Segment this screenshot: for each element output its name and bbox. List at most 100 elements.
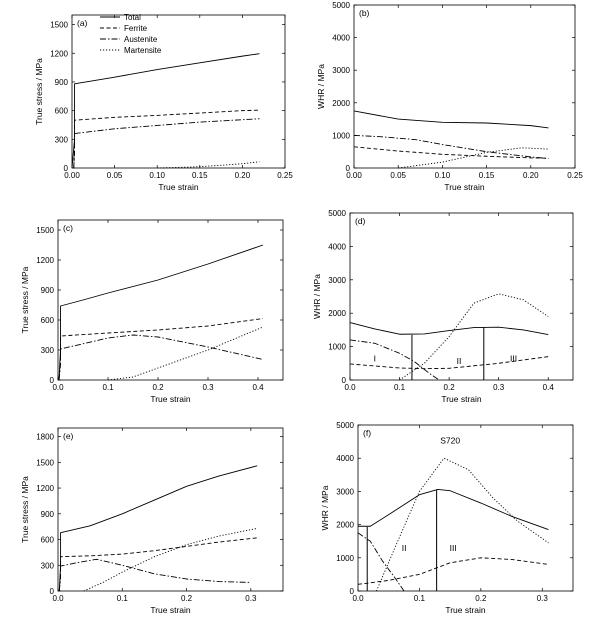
x-tick-label: 0.25 bbox=[567, 171, 583, 180]
series-line-ferrite bbox=[58, 537, 258, 592]
y-tick-label: 1800 bbox=[36, 433, 54, 442]
y-tick-label: 600 bbox=[41, 316, 55, 325]
series-line-martensite bbox=[157, 161, 260, 169]
y-axis-label: WHR / MPa bbox=[320, 485, 330, 530]
series-line-austenite bbox=[73, 118, 260, 169]
series-line-total bbox=[58, 465, 258, 592]
x-tick-label: 0.3 bbox=[537, 594, 549, 603]
x-axis-label: True strain bbox=[150, 394, 191, 404]
panel-d: 0.0 0.1 0.2 0.3 0.4 0 1000 2000 3000 4000 5000 True… bbox=[312, 209, 574, 404]
y-tick-label: 300 bbox=[55, 135, 69, 144]
series-line-ferrite bbox=[73, 109, 260, 169]
series-line-austenite bbox=[357, 532, 405, 592]
y-axis-label: True stress / MPa bbox=[20, 266, 30, 333]
annotation-label: III bbox=[510, 354, 517, 364]
panel-f: 0.0 0.1 0.2 0.3 0 1000 2000 3000 4000 5000 True st… bbox=[320, 421, 574, 615]
x-tick-label: 0.3 bbox=[202, 383, 214, 392]
y-tick-label: 4000 bbox=[332, 34, 350, 43]
annotation-label: I bbox=[374, 354, 376, 364]
y-tick-label: 900 bbox=[55, 78, 69, 87]
x-tick-label: 0.0 bbox=[52, 594, 64, 603]
x-tick-label: 0.2 bbox=[444, 383, 456, 392]
x-tick-label: 0.20 bbox=[523, 171, 539, 180]
x-tick-label: 0.2 bbox=[475, 594, 487, 603]
series-line-martensite bbox=[107, 326, 264, 381]
series-line-ferrite bbox=[58, 318, 264, 381]
x-tick-label: 0.00 bbox=[346, 171, 362, 180]
y-tick-label: 0 bbox=[64, 164, 69, 173]
y-axis-label: WHR / MPa bbox=[312, 274, 322, 319]
series-line-total bbox=[353, 110, 549, 129]
y-tick-label: 1500 bbox=[36, 226, 54, 235]
x-tick-label: 0.4 bbox=[252, 383, 264, 392]
plot-frame bbox=[57, 427, 284, 592]
y-tick-label: 900 bbox=[41, 286, 55, 295]
x-tick-label: 0.3 bbox=[245, 594, 257, 603]
x-tick-label: 0.00 bbox=[64, 171, 80, 180]
series-line-total bbox=[349, 322, 549, 336]
legend-label: Martensite bbox=[124, 46, 162, 55]
annotation-label: II bbox=[402, 543, 407, 553]
y-tick-label: 1000 bbox=[332, 131, 350, 140]
y-tick-label: 1500 bbox=[36, 458, 54, 467]
panel-label: (d) bbox=[355, 216, 366, 226]
x-tick-label: 0.25 bbox=[277, 171, 293, 180]
y-tick-label: 300 bbox=[41, 561, 55, 570]
y-tick-label: 5000 bbox=[328, 209, 346, 218]
y-tick-label: 1200 bbox=[50, 49, 68, 58]
y-tick-label: 0 bbox=[346, 164, 351, 173]
plot-frame bbox=[57, 219, 284, 381]
annotation-label: II bbox=[457, 356, 462, 366]
series-line-total bbox=[71, 53, 260, 169]
x-tick-label: 0.2 bbox=[152, 383, 164, 392]
y-tick-label: 3000 bbox=[336, 487, 354, 496]
x-tick-label: 0.1 bbox=[394, 383, 406, 392]
annotation-label: S720 bbox=[440, 435, 460, 445]
x-tick-label: 0.10 bbox=[149, 171, 165, 180]
y-tick-label: 0 bbox=[342, 376, 347, 385]
y-tick-label: 0 bbox=[50, 376, 55, 385]
y-tick-label: 600 bbox=[55, 107, 69, 116]
y-tick-label: 1000 bbox=[336, 554, 354, 563]
panel-b: 0.00 0.05 0.10 0.15 0.20 0.25 0 1000 2000 3000 400… bbox=[316, 1, 583, 192]
annotation-label: III bbox=[450, 543, 457, 553]
y-tick-label: 4000 bbox=[336, 454, 354, 463]
legend-label: Total bbox=[124, 13, 141, 22]
x-tick-label: 0.2 bbox=[181, 594, 193, 603]
x-tick-label: 0.20 bbox=[235, 171, 251, 180]
plot-frame bbox=[353, 4, 576, 169]
y-tick-label: 2000 bbox=[336, 521, 354, 530]
x-tick-label: 0.15 bbox=[479, 171, 495, 180]
y-tick-label: 2000 bbox=[332, 99, 350, 108]
y-tick-label: 1000 bbox=[328, 343, 346, 352]
y-tick-label: 600 bbox=[41, 536, 55, 545]
x-tick-label: 0.05 bbox=[107, 171, 123, 180]
y-tick-label: 0 bbox=[50, 587, 55, 596]
panel-label: (c) bbox=[63, 223, 73, 233]
x-tick-label: 0.0 bbox=[52, 383, 64, 392]
x-tick-label: 0.05 bbox=[390, 171, 406, 180]
panel-c: 0.0 0.1 0.2 0.3 0.4 0 300 600 900 1200 1500 True st… bbox=[20, 219, 284, 404]
x-axis-label: True strain bbox=[445, 605, 486, 615]
panel-label: (a) bbox=[77, 18, 88, 28]
legend: Total Ferrite Austenite Martensite bbox=[100, 13, 162, 55]
series-line-martensite bbox=[83, 527, 258, 592]
plot-frame bbox=[357, 424, 574, 592]
x-tick-label: 0.1 bbox=[117, 594, 129, 603]
series-line-austenite bbox=[349, 339, 440, 381]
x-axis-label: True strain bbox=[158, 182, 199, 192]
plot-frame bbox=[71, 14, 286, 169]
y-axis-label: WHR / MPa bbox=[316, 64, 326, 109]
panel-a: 0.00 0.05 0.10 0.15 0.20 0.25 0 300 600 900 1200 15… bbox=[34, 13, 293, 192]
series-line-martensite bbox=[376, 457, 549, 592]
y-tick-label: 1200 bbox=[36, 484, 54, 493]
x-tick-label: 0.0 bbox=[344, 383, 356, 392]
series-line-austenite bbox=[353, 134, 549, 159]
y-tick-label: 0 bbox=[350, 587, 355, 596]
series-line-austenite bbox=[58, 558, 251, 592]
series-line-total bbox=[358, 488, 549, 531]
y-tick-label: 900 bbox=[41, 510, 55, 519]
series-line-ferrite bbox=[357, 557, 549, 585]
x-axis-label: True strain bbox=[444, 182, 485, 192]
legend-label: Austenite bbox=[124, 35, 158, 44]
